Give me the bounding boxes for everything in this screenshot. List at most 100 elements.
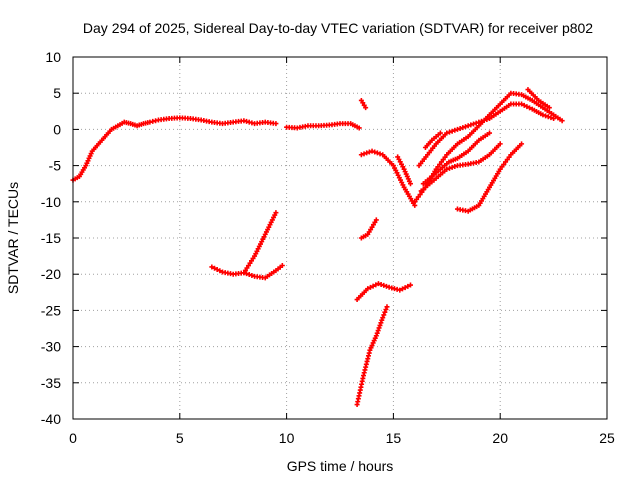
- x-tick-label: 5: [176, 430, 184, 446]
- data-point: [367, 284, 373, 290]
- data-point: [369, 148, 375, 154]
- data-point: [452, 164, 458, 170]
- data-point: [407, 181, 413, 187]
- data-point: [460, 125, 466, 131]
- data-point: [545, 114, 551, 120]
- data-point: [249, 272, 255, 278]
- data-point: [377, 151, 383, 157]
- y-tick-label: 10: [45, 49, 61, 65]
- data-point: [273, 210, 279, 216]
- data-point: [374, 150, 380, 156]
- y-tick-label: -20: [41, 266, 61, 282]
- data-point: [449, 164, 455, 170]
- data-point: [373, 217, 379, 223]
- data-point: [551, 116, 557, 122]
- y-tick-label: -25: [41, 302, 61, 318]
- data-point: [373, 333, 379, 339]
- x-tick-label: 20: [492, 430, 508, 446]
- data-point: [462, 124, 468, 130]
- data-point: [476, 119, 482, 125]
- data-point: [444, 130, 450, 136]
- data-point: [377, 322, 383, 328]
- y-tick-label: -5: [49, 158, 62, 174]
- data-point: [446, 165, 452, 171]
- y-axis-label: SDTVAR / TECUs: [5, 182, 21, 294]
- x-tick-label: 25: [599, 430, 615, 446]
- data-point: [212, 265, 218, 271]
- data-point: [375, 281, 381, 287]
- data-point: [378, 320, 384, 326]
- data-point: [375, 328, 381, 334]
- x-tick-label: 10: [279, 430, 295, 446]
- data-point: [465, 123, 471, 129]
- data-point: [244, 271, 250, 277]
- data-point: [383, 306, 389, 312]
- data-point: [479, 118, 485, 124]
- data-point: [379, 317, 385, 323]
- data-point: [382, 309, 388, 315]
- data-point: [454, 126, 460, 132]
- data-point: [372, 149, 378, 155]
- data-point: [446, 129, 452, 135]
- grid-lines: [73, 57, 607, 419]
- x-tick-label: 15: [386, 430, 402, 446]
- data-point: [397, 287, 403, 293]
- data-point: [468, 122, 474, 128]
- data-points: [70, 87, 565, 408]
- data-point: [543, 113, 549, 119]
- chart-title: Day 294 of 2025, Sidereal Day-to-day VTE…: [83, 20, 593, 36]
- data-point: [364, 150, 370, 156]
- data-point: [376, 325, 382, 331]
- y-tick-label: 0: [53, 121, 61, 137]
- data-point: [381, 312, 387, 318]
- data-point: [540, 112, 546, 118]
- data-point: [524, 104, 530, 110]
- y-tick-label: -30: [41, 339, 61, 355]
- data-point: [484, 116, 490, 122]
- y-tick-label: 5: [53, 85, 61, 101]
- data-point: [384, 304, 390, 310]
- data-point: [279, 263, 285, 269]
- data-point: [214, 266, 220, 272]
- axis-ticks: 0 5 10 15 20 25 -40 -35 -30 -25 -20 -15 -10 -5 0 5 10: [41, 49, 615, 446]
- data-point: [405, 283, 411, 289]
- data-point: [381, 282, 387, 288]
- data-point: [383, 283, 389, 289]
- data-point: [452, 127, 458, 133]
- data-point: [374, 330, 380, 336]
- data-point: [380, 315, 386, 321]
- data-point: [366, 149, 372, 155]
- data-point: [373, 282, 379, 288]
- y-tick-label: -10: [41, 194, 61, 210]
- data-point: [457, 125, 463, 131]
- x-tick-label: 0: [69, 430, 77, 446]
- data-point: [399, 286, 405, 292]
- data-point: [402, 285, 408, 291]
- data-point: [356, 125, 362, 131]
- data-point: [209, 264, 215, 270]
- data-point: [378, 282, 384, 288]
- data-point: [481, 117, 487, 123]
- data-point: [548, 115, 554, 121]
- x-axis-label: GPS time / hours: [287, 458, 394, 474]
- data-point: [497, 141, 503, 147]
- data-point: [559, 118, 565, 124]
- data-point: [370, 283, 376, 289]
- data-point: [473, 120, 479, 126]
- data-point: [487, 130, 493, 136]
- data-point: [519, 101, 525, 107]
- data-point: [407, 282, 413, 288]
- y-tick-label: -35: [41, 375, 61, 391]
- data-point: [363, 105, 369, 111]
- data-point: [437, 130, 443, 136]
- data-point: [361, 151, 367, 157]
- data-point: [519, 141, 525, 147]
- data-point: [246, 272, 252, 278]
- data-point: [273, 121, 279, 127]
- data-point: [444, 166, 450, 172]
- data-point: [527, 105, 533, 111]
- data-point: [365, 286, 371, 292]
- data-point: [521, 102, 527, 108]
- y-tick-label: -15: [41, 230, 61, 246]
